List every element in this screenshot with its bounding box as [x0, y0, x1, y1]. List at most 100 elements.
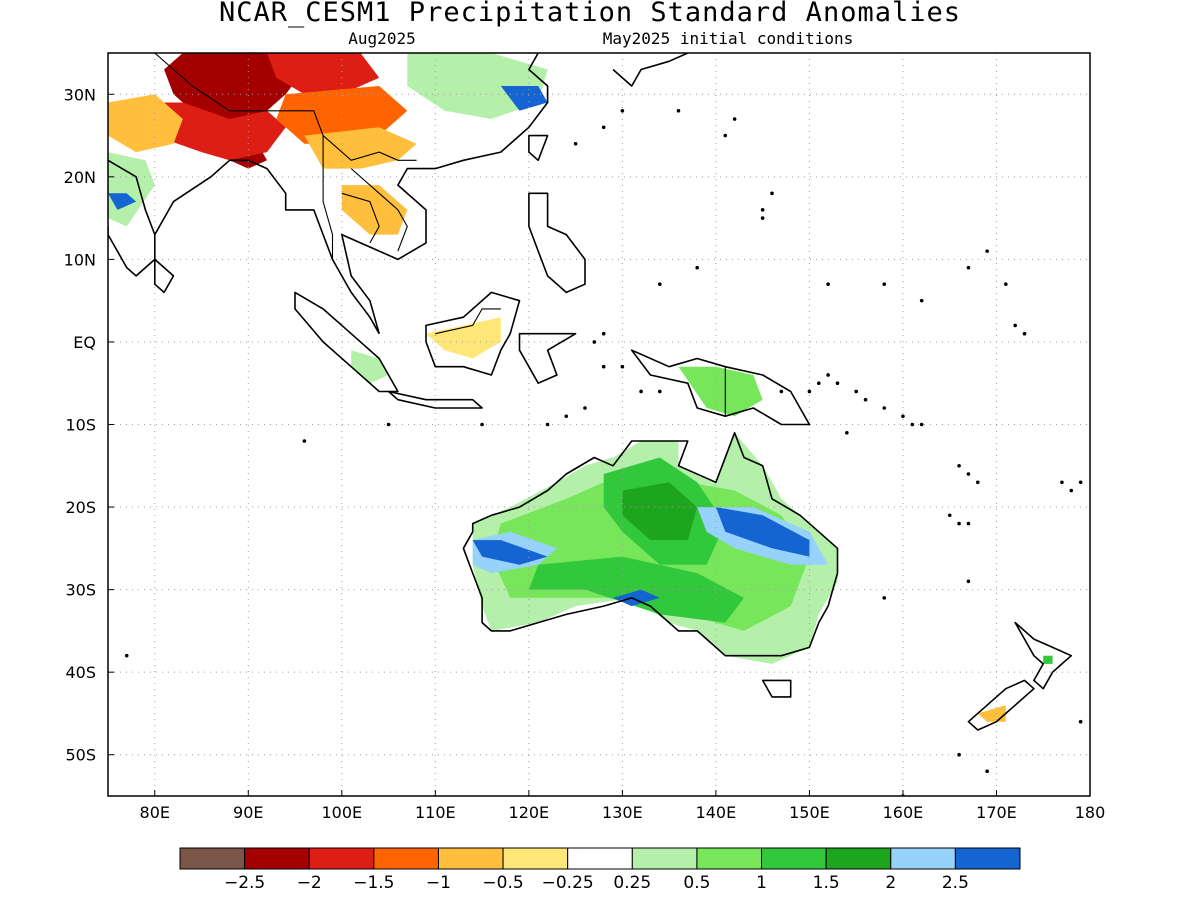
country-borders: [154, 53, 726, 417]
colorbar-swatch: [179, 847, 246, 870]
colorbar-label: −0.25: [542, 873, 594, 893]
colorbar-label: 1.5: [813, 873, 840, 893]
lon-tick-label: 120E: [509, 803, 550, 822]
island-mark: [601, 331, 606, 336]
lat-tick-label: 30S: [65, 581, 96, 600]
anomaly-region: [472, 540, 548, 565]
lat-tick-label: 40S: [65, 663, 96, 682]
island-mark: [760, 208, 765, 212]
island-mark: [1078, 480, 1083, 485]
lat-tick-label: 30N: [64, 85, 96, 104]
island-mark: [592, 340, 597, 344]
island-mark: [564, 414, 569, 419]
coastline: [154, 159, 380, 335]
coastline: [528, 192, 586, 294]
lon-tick-label: 160E: [883, 803, 924, 822]
colorbar-swatch: [373, 847, 439, 870]
coastline: [761, 679, 792, 698]
island-mark: [985, 249, 989, 253]
island-mark: [966, 472, 971, 476]
lon-tick-label: 100E: [321, 803, 362, 822]
island-mark: [480, 422, 484, 427]
island-mark: [676, 108, 681, 113]
lat-tick-label: 50S: [65, 746, 96, 765]
island-mark: [957, 521, 961, 526]
colorbar-swatch: [825, 847, 892, 870]
coastline: [967, 679, 1035, 731]
colorbar-label: 1: [756, 873, 767, 893]
colorbar-label: 0.5: [683, 873, 710, 893]
colorbar-label: −1: [426, 873, 451, 893]
island-mark: [573, 142, 578, 146]
lat-tick-label: 10N: [64, 250, 96, 269]
lat-tick-label: 20S: [65, 498, 96, 517]
island-mark: [966, 579, 971, 584]
anomaly-region: [500, 86, 548, 111]
island-mark: [975, 480, 980, 485]
island-mark: [910, 422, 915, 427]
island-mark: [620, 364, 625, 369]
colorbar-swatch: [631, 847, 698, 870]
anomaly-region: [622, 482, 698, 541]
island-mark: [947, 513, 952, 518]
lon-tick-label: 90E: [233, 803, 263, 822]
plot-area: [108, 53, 1090, 796]
colorbar-label: −2: [297, 873, 322, 893]
country-border: [154, 53, 417, 161]
island-mark: [826, 373, 830, 377]
anomaly-region: [341, 185, 408, 235]
coastline: [387, 390, 483, 409]
lon-tick-label: 80E: [140, 803, 170, 822]
island-mark: [657, 282, 662, 286]
anomaly-region: [977, 705, 1006, 722]
island-mark: [386, 422, 391, 427]
island-mark: [919, 422, 924, 427]
island-mark: [882, 596, 887, 600]
colorbar-label: −1.5: [353, 873, 394, 893]
island-mark: [770, 191, 774, 196]
anomaly-region: [613, 589, 660, 607]
longitude-ticks: 80E 90E 100E 110E 120E 130E 140E 150E 160E 170E 18…: [140, 790, 1105, 822]
island-mark: [957, 752, 961, 757]
island-mark: [882, 282, 887, 286]
coastline: [462, 431, 839, 657]
colorbar-label: 0.25: [613, 873, 651, 893]
island-mark: [545, 422, 550, 427]
coastline: [630, 349, 811, 426]
country-border: [322, 135, 334, 260]
colorbar-swatch: [437, 847, 504, 870]
island-mark: [807, 389, 812, 394]
valid-month-label: Aug2025: [348, 29, 415, 48]
island-mark: [845, 430, 849, 435]
coastlines: [108, 53, 1073, 731]
colorbar-swatch: [308, 847, 375, 870]
latitude-ticks: 30N 20N 10N EQ 10S 20S 30S 40S 50S: [64, 85, 114, 765]
map-title: NCAR_CESM1 Precipitation Standard Anomal…: [219, 0, 961, 28]
island-mark: [854, 389, 858, 394]
island-mark: [1022, 331, 1027, 336]
island-mark: [639, 389, 643, 394]
coastline: [518, 332, 577, 385]
island-mark: [966, 521, 971, 526]
anomaly-region: [304, 127, 417, 169]
island-mark: [302, 439, 307, 443]
anomaly-region: [108, 193, 137, 210]
colorbar-swatch: [890, 847, 956, 870]
lon-tick-label: 130E: [602, 803, 643, 822]
anomaly-region: [678, 366, 763, 417]
island-mark: [620, 108, 625, 113]
island-mark: [985, 769, 989, 774]
colorbar-swatch: [954, 847, 1021, 870]
island-mark: [760, 216, 765, 220]
island-mark: [835, 381, 840, 386]
island-mark: [1004, 282, 1008, 286]
anomaly-region: [267, 53, 380, 95]
island-mark: [919, 298, 924, 303]
island-mark: [816, 381, 821, 386]
lat-tick-label: 10S: [65, 416, 96, 435]
country-border: [435, 308, 501, 335]
island-mark: [1069, 488, 1074, 493]
island-mark: [723, 133, 728, 138]
anomaly-fills: [108, 53, 1053, 722]
lon-tick-label: 150E: [789, 803, 830, 822]
